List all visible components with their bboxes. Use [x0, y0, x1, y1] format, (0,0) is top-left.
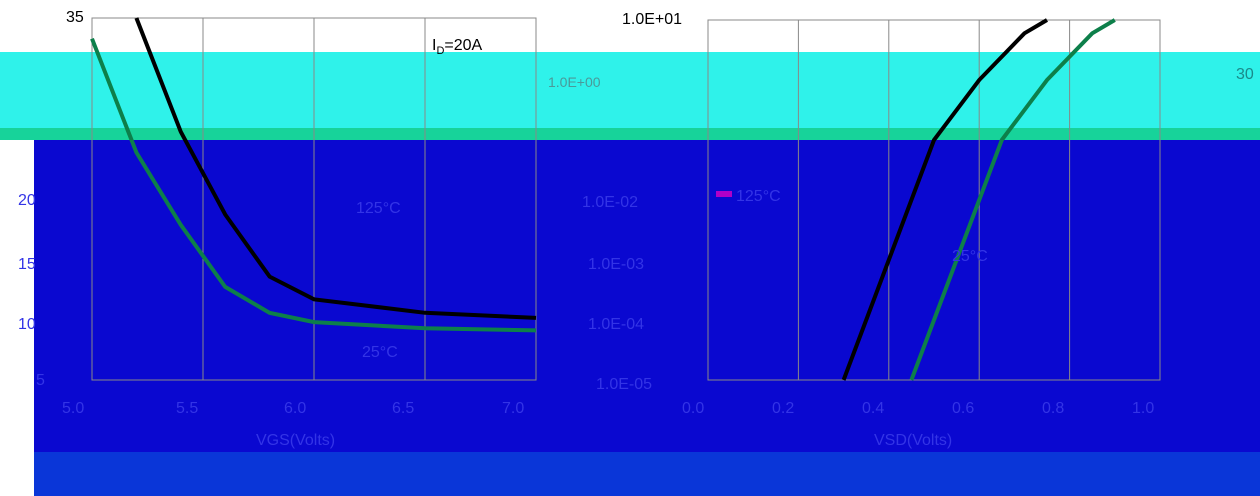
right-chart: 1.0E+01 — [622, 11, 1161, 381]
green-band — [0, 128, 1260, 140]
left-series-0 — [134, 17, 537, 320]
cyan-band — [0, 52, 1260, 128]
right-plot-frame — [707, 19, 1161, 381]
cyan-right-label: 30 — [1236, 66, 1254, 83]
right-ytick-1e-04: 1.0E-04 — [588, 316, 645, 333]
left-annotation-rest: =20A — [444, 37, 482, 54]
right-xlabel: VSD(Volts) — [874, 432, 953, 449]
right-xtick-4: 0.8 — [1042, 400, 1065, 417]
right-series-1 — [909, 18, 1116, 381]
left-annotation-sub: D — [436, 45, 444, 57]
left-tick-20: 20 — [18, 192, 36, 209]
left-xtick-1: 5.5 — [176, 400, 199, 417]
left-xtick-2: 6.0 — [284, 400, 307, 417]
left-series-1 — [90, 37, 537, 333]
left-annotation: ID=20A — [432, 37, 483, 57]
left-xtick-3: 6.5 — [392, 400, 415, 417]
right-series-0 — [841, 18, 1049, 381]
right-xtick-5: 1.0 — [1132, 400, 1155, 417]
right-ytick-1e-03: 1.0E-03 — [588, 256, 645, 273]
left-xtick-0: 5.0 — [62, 400, 85, 417]
cyan-left-label: 1.0E+00 — [548, 74, 601, 90]
magenta-marker — [716, 191, 732, 197]
left-chart: 35 ID=20A — [66, 9, 537, 381]
right-ytick-1e-02: 1.0E-02 — [582, 194, 639, 211]
caption-strip-band — [34, 452, 1260, 496]
right-temp-b: 25°C — [952, 248, 988, 265]
left-tick-10: 10 — [18, 316, 36, 333]
left-xtick-4: 7.0 — [502, 400, 525, 417]
left-tick-5: 5 — [36, 372, 45, 389]
right-temp-a: 125°C — [736, 188, 781, 205]
left-temp-b: 25°C — [362, 344, 398, 361]
right-xtick-2: 0.4 — [862, 400, 885, 417]
right-ytick-1e01: 1.0E+01 — [622, 11, 682, 28]
left-temp-a: 125°C — [356, 200, 401, 217]
right-xtick-0: 0.0 — [682, 400, 705, 417]
right-xtick-3: 0.6 — [952, 400, 975, 417]
right-ytick-1e-05: 1.0E-05 — [596, 376, 653, 393]
left-tick-15: 15 — [18, 256, 36, 273]
right-xtick-1: 0.2 — [772, 400, 795, 417]
left-ytick-35: 35 — [66, 9, 84, 26]
left-xlabel: VGS(Volts) — [256, 432, 336, 449]
